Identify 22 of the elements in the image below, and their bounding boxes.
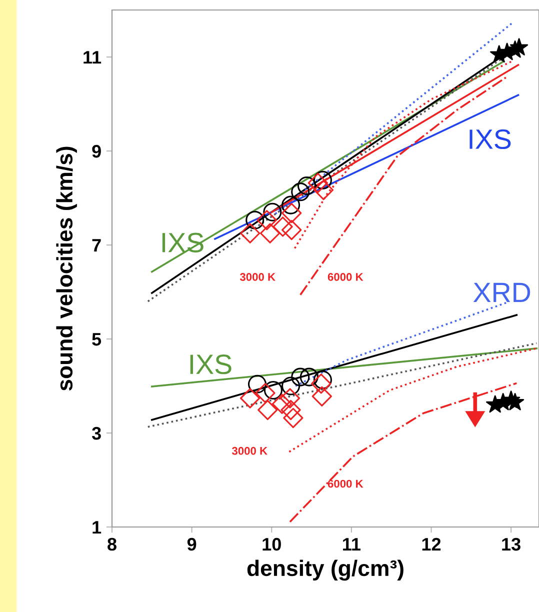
series-label: 6000 K: [328, 480, 364, 488]
y-axis-title: sound velocities (km/s): [56, 146, 77, 391]
series-label: 3000 K: [232, 446, 268, 455]
text: 3000 K: [240, 273, 276, 281]
x-tick-label: 12: [422, 538, 441, 550]
series-label: IXS: [190, 354, 232, 374]
y-tick-label: 3: [92, 426, 101, 440]
series-label: 6000 K: [328, 273, 364, 281]
x-tick-label: 9: [187, 538, 196, 551]
x-tick-label: 8: [108, 538, 116, 551]
y-tick-label: 9: [92, 144, 101, 158]
x-tick-label: 11: [343, 538, 360, 550]
series-label: XRD: [473, 282, 530, 302]
x-tick-label: 10: [262, 538, 281, 551]
series-label: IXS: [470, 129, 511, 150]
series-label: IXS: [162, 232, 204, 252]
y-tick-label: 11: [84, 51, 102, 64]
y-tick-label: 1: [92, 521, 102, 534]
y-tick-label: 7: [92, 239, 101, 252]
x-tick-label: 13: [502, 538, 520, 551]
x-axis-title: density (g/cm³): [247, 560, 404, 581]
y-tick-label: 5: [92, 333, 102, 346]
